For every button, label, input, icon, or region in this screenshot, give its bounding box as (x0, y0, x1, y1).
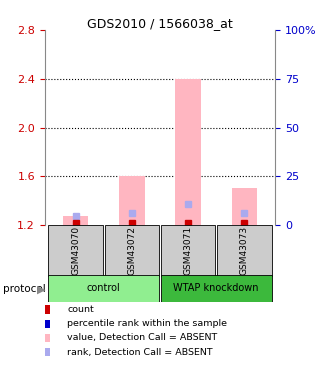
Text: ▶: ▶ (37, 285, 45, 294)
Text: GSM43073: GSM43073 (240, 226, 249, 275)
Text: GDS2010 / 1566038_at: GDS2010 / 1566038_at (87, 17, 233, 30)
Bar (161, 225, 215, 276)
Text: GSM43070: GSM43070 (71, 226, 80, 275)
Text: GSM43072: GSM43072 (127, 226, 136, 275)
Bar (217, 225, 272, 276)
Text: rank, Detection Call = ABSENT: rank, Detection Call = ABSENT (67, 348, 213, 357)
Text: WTAP knockdown: WTAP knockdown (173, 284, 259, 293)
Bar (175, 79, 201, 225)
Text: count: count (67, 305, 94, 314)
Text: GSM43071: GSM43071 (184, 226, 193, 275)
Bar (105, 225, 159, 276)
Bar (48, 275, 159, 302)
Bar (119, 176, 145, 225)
Bar (48, 225, 103, 276)
Bar (161, 275, 272, 302)
Bar (63, 216, 88, 225)
Text: protocol: protocol (3, 285, 46, 294)
Text: percentile rank within the sample: percentile rank within the sample (67, 319, 227, 328)
Text: value, Detection Call = ABSENT: value, Detection Call = ABSENT (67, 333, 218, 342)
Text: control: control (87, 284, 121, 293)
Bar (232, 188, 257, 225)
